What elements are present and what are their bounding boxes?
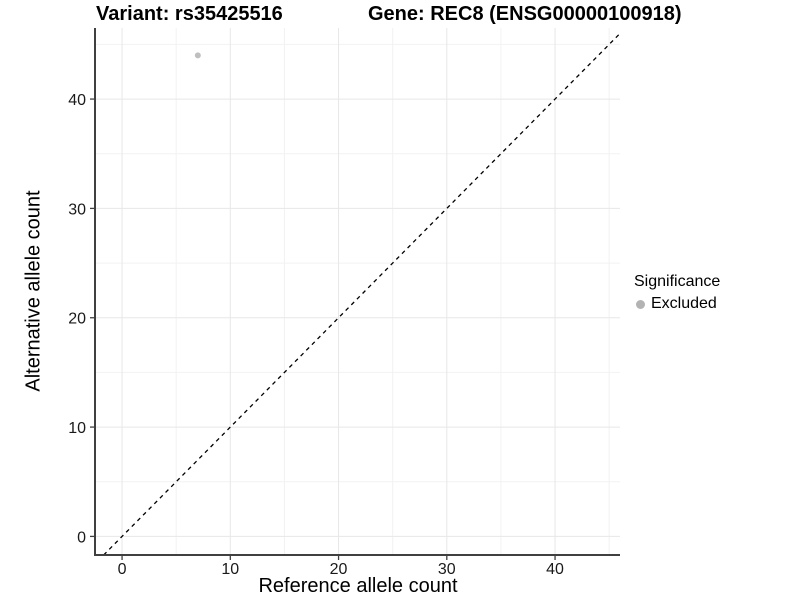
x-tick-label: 40 xyxy=(546,561,564,578)
x-tick-label: 20 xyxy=(330,561,348,578)
legend-point-icon xyxy=(636,299,645,309)
data-point xyxy=(194,52,201,59)
x-tick-label: 0 xyxy=(118,561,127,578)
y-axis-title: Alternative allele count xyxy=(22,190,45,392)
y-tick-label: 0 xyxy=(77,529,86,546)
legend-item-excluded: Excluded xyxy=(634,295,720,313)
y-tick-label: 40 xyxy=(68,92,86,109)
legend: Significance Excluded xyxy=(634,272,720,313)
legend-title: Significance xyxy=(634,273,721,290)
identity-dashed-line xyxy=(103,33,621,556)
x-axis-title: Reference allele count xyxy=(258,575,458,597)
x-tick-label: 30 xyxy=(438,561,456,578)
y-tick-label: 10 xyxy=(68,420,86,437)
y-tick-label: 30 xyxy=(68,201,86,218)
plot-title-variant: Variant: rs35425516 xyxy=(96,3,283,25)
legend-item-label: Excluded xyxy=(651,295,717,312)
plot-title-gene: Gene: REC8 (ENSG00000100918) xyxy=(368,3,682,25)
x-tick-label: 10 xyxy=(221,561,239,578)
y-tick-label: 20 xyxy=(68,311,86,328)
